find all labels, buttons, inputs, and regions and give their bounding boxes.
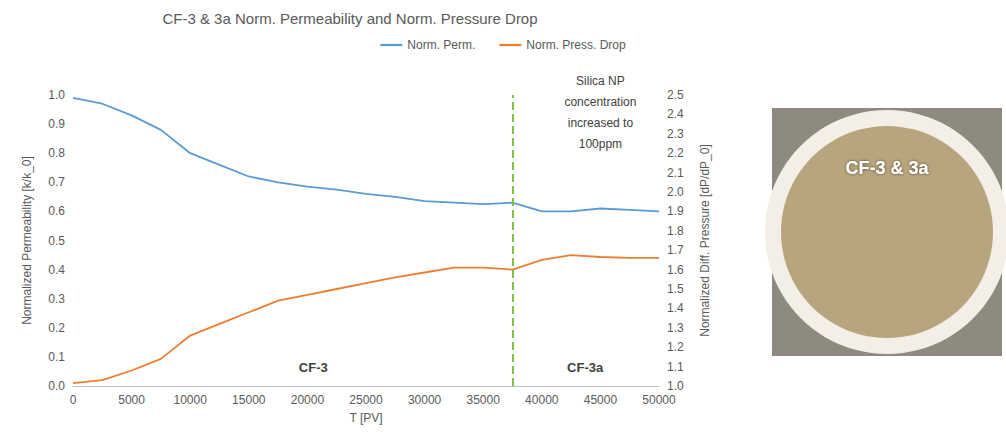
svg-text:0.8: 0.8: [48, 146, 65, 160]
svg-text:45000: 45000: [584, 393, 618, 407]
svg-text:5000: 5000: [118, 393, 145, 407]
svg-text:0.3: 0.3: [48, 292, 65, 306]
svg-text:1.8: 1.8: [667, 224, 684, 238]
svg-text:20000: 20000: [291, 393, 325, 407]
svg-text:1.6: 1.6: [667, 263, 684, 277]
svg-text:40000: 40000: [525, 393, 559, 407]
svg-text:0: 0: [70, 393, 77, 407]
svg-text:0.9: 0.9: [48, 117, 65, 131]
svg-text:0.1: 0.1: [48, 350, 65, 364]
svg-text:1.3: 1.3: [667, 321, 684, 335]
svg-text:1.1: 1.1: [667, 360, 684, 374]
svg-text:100ppm: 100ppm: [579, 137, 622, 151]
svg-text:1.7: 1.7: [667, 243, 684, 257]
svg-text:0.0: 0.0: [48, 379, 65, 393]
svg-text:0.6: 0.6: [48, 204, 65, 218]
svg-text:1.0: 1.0: [48, 88, 65, 102]
svg-text:2.4: 2.4: [667, 107, 684, 121]
svg-text:Normalized Permeability [k/k_0: Normalized Permeability [k/k_0]: [20, 156, 34, 325]
svg-text:0.5: 0.5: [48, 234, 65, 248]
svg-text:2.0: 2.0: [667, 185, 684, 199]
svg-text:increased to: increased to: [568, 116, 634, 130]
svg-text:2.3: 2.3: [667, 127, 684, 141]
svg-text:CF-3 & 3a Norm. Permeability a: CF-3 & 3a Norm. Permeability and Norm. P…: [162, 10, 537, 27]
svg-text:2.1: 2.1: [667, 166, 684, 180]
svg-text:1.5: 1.5: [667, 282, 684, 296]
svg-text:30000: 30000: [408, 393, 442, 407]
svg-text:25000: 25000: [349, 393, 383, 407]
svg-text:0.2: 0.2: [48, 321, 65, 335]
svg-text:Normalized Diff. Pressure [dP/: Normalized Diff. Pressure [dP/dP_0]: [698, 144, 712, 337]
svg-text:CF-3: CF-3: [299, 360, 328, 375]
svg-text:10000: 10000: [174, 393, 208, 407]
svg-text:50000: 50000: [642, 393, 676, 407]
svg-text:CF-3 & 3a: CF-3 & 3a: [845, 158, 929, 178]
svg-text:35000: 35000: [467, 393, 501, 407]
svg-text:1.0: 1.0: [667, 379, 684, 393]
svg-text:CF-3a: CF-3a: [567, 360, 604, 375]
svg-text:concentration: concentration: [564, 95, 636, 109]
svg-text:1.2: 1.2: [667, 340, 684, 354]
svg-text:1.4: 1.4: [667, 301, 684, 315]
svg-text:Norm. Press. Drop: Norm. Press. Drop: [526, 38, 626, 52]
svg-text:T [PV]: T [PV]: [349, 411, 382, 425]
svg-text:0.4: 0.4: [48, 263, 65, 277]
svg-text:2.2: 2.2: [667, 146, 684, 160]
svg-text:15000: 15000: [232, 393, 266, 407]
svg-text:1.9: 1.9: [667, 204, 684, 218]
svg-text:2.5: 2.5: [667, 88, 684, 102]
svg-text:Silica NP: Silica NP: [576, 74, 625, 88]
svg-text:0.7: 0.7: [48, 175, 65, 189]
svg-text:Norm. Perm.: Norm. Perm.: [407, 38, 475, 52]
